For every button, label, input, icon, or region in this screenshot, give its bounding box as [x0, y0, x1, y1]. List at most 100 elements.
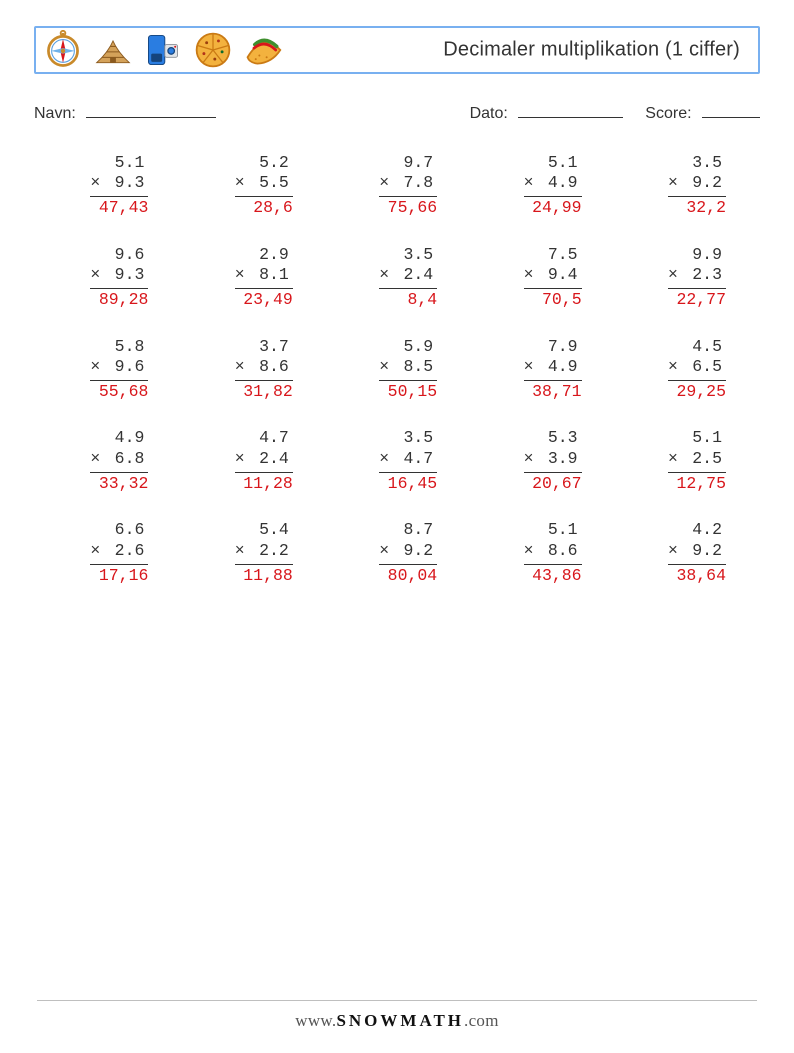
answer: 24,99 — [524, 198, 582, 219]
operator: × — [90, 541, 100, 562]
operator: × — [668, 357, 678, 378]
answer: 33,32 — [90, 474, 148, 495]
multiplication-problem: 7.5×9.470,5 — [471, 245, 615, 311]
answer: 75,66 — [379, 198, 437, 219]
operator: × — [235, 357, 245, 378]
multiplicand: 8.7 — [375, 520, 437, 541]
multiplier: 9.2 — [692, 541, 722, 562]
footer-prefix: www. — [295, 1011, 336, 1030]
multiplier-row: ×4.7 — [379, 449, 437, 470]
multiplication-problem: 5.8×9.655,68 — [38, 337, 182, 403]
multiplication-problem: 8.7×9.2 80,04 — [327, 520, 471, 586]
page-footer: www.SNOWMATH.com — [0, 1000, 794, 1031]
multiplicand: 5.8 — [86, 337, 148, 358]
answer: 89,28 — [90, 290, 148, 311]
multiplier: 9.3 — [115, 265, 145, 286]
operator: × — [235, 449, 245, 470]
multiplier-row: ×7.8 — [379, 173, 437, 194]
multiplier-row: × 2.2 — [235, 541, 293, 562]
problem-rule — [379, 472, 437, 473]
answer: 38,71 — [524, 382, 582, 403]
problem-rule — [90, 472, 148, 473]
multiplicand: 5.4 — [231, 520, 293, 541]
operator: × — [379, 265, 389, 286]
multiplication-problem: 5.1×8.643,86 — [471, 520, 615, 586]
info-row: Navn: Dato: Score: — [34, 100, 760, 123]
multiplication-problem: 7.9×4.938,71 — [471, 337, 615, 403]
problem-rule — [668, 472, 726, 473]
answer: 38,64 — [668, 566, 726, 587]
multiplicand: 4.5 — [664, 337, 726, 358]
operator: × — [235, 541, 245, 562]
problems-grid: 5.1×9.347,435.2×5.528,69.7×7.875,665.1×4… — [34, 153, 760, 586]
multiplication-problem: 5.4×2.211,88 — [182, 520, 326, 586]
operator: × — [235, 265, 245, 286]
multiplicand: 5.1 — [664, 428, 726, 449]
multiplicand: 4.7 — [231, 428, 293, 449]
answer: 17,16 — [90, 566, 148, 587]
answer: 16,45 — [379, 474, 437, 495]
answer: 80,04 — [379, 566, 437, 587]
date-label: Dato: — [470, 105, 508, 122]
multiplication-problem: 5.1×4.9 24,99 — [471, 153, 615, 219]
answer: 50,15 — [379, 382, 437, 403]
multiplier: 6.8 — [115, 449, 145, 470]
multiplier: 8.1 — [259, 265, 289, 286]
operator: × — [524, 357, 534, 378]
multiplication-problem: 4.9×6.833,32 — [38, 428, 182, 494]
multiplication-problem: 9.7×7.8 75,66 — [327, 153, 471, 219]
problem-rule — [524, 196, 582, 197]
multiplier: 2.3 — [692, 265, 722, 286]
operator: × — [90, 173, 100, 194]
operator: × — [668, 173, 678, 194]
problem-rule — [524, 288, 582, 289]
problem-rule — [235, 196, 293, 197]
multiplicand: 3.5 — [375, 245, 437, 266]
multiplicand: 3.5 — [664, 153, 726, 174]
problem-rule — [235, 564, 293, 565]
problem-rule — [524, 380, 582, 381]
multiplier-row: ×4.9 — [524, 173, 582, 194]
name-label: Navn: — [34, 105, 76, 122]
operator: × — [668, 265, 678, 286]
operator: × — [90, 265, 100, 286]
multiplication-problem: 4.7×2.411,28 — [182, 428, 326, 494]
multiplication-problem: 4.2×9.238,64 — [616, 520, 760, 586]
problem-rule — [524, 564, 582, 565]
multiplicand: 7.5 — [520, 245, 582, 266]
multiplication-problem: 3.5×2.48,4 — [327, 245, 471, 311]
answer: 32,2 — [668, 198, 726, 219]
problem-rule — [379, 288, 437, 289]
multiplicand: 7.9 — [520, 337, 582, 358]
answer: 22,77 — [668, 290, 726, 311]
multiplication-problem: 4.5×6.529,25 — [616, 337, 760, 403]
multiplicand: 5.1 — [520, 153, 582, 174]
multiplicand: 9.7 — [375, 153, 437, 174]
multiplier-row: ×9.2 — [379, 541, 437, 562]
operator: × — [235, 173, 245, 194]
multiplicand: 3.7 — [231, 337, 293, 358]
multiplicand: 5.3 — [520, 428, 582, 449]
multiplier-row: × 2.6 — [90, 541, 148, 562]
multiplier-row: ×2.5 — [668, 449, 726, 470]
multiplier-row: ×2.4 — [379, 265, 437, 286]
multiplier: 2.6 — [115, 541, 145, 562]
multiplier: 7.8 — [403, 173, 433, 194]
problem-rule — [379, 380, 437, 381]
multiplicand: 5.2 — [231, 153, 293, 174]
multiplier: 2.2 — [259, 541, 289, 562]
multiplier-row: ×8.6 — [524, 541, 582, 562]
problem-rule — [235, 472, 293, 473]
multiplication-problem: 5.1×2.512,75 — [616, 428, 760, 494]
multiplication-problem: 2.9×8.123,49 — [182, 245, 326, 311]
multiplier-row: ×9.4 — [524, 265, 582, 286]
multiplier: 9.6 — [115, 357, 145, 378]
multiplication-problem: 3.7×8.631,82 — [182, 337, 326, 403]
answer: 47,43 — [90, 198, 148, 219]
multiplier: 9.2 — [692, 173, 722, 194]
footer-text: www.SNOWMATH.com — [295, 1011, 498, 1031]
multiplier: 8.6 — [259, 357, 289, 378]
multiplier-row: ×3.9 — [524, 449, 582, 470]
multiplier: 6.5 — [692, 357, 722, 378]
answer: 55,68 — [90, 382, 148, 403]
